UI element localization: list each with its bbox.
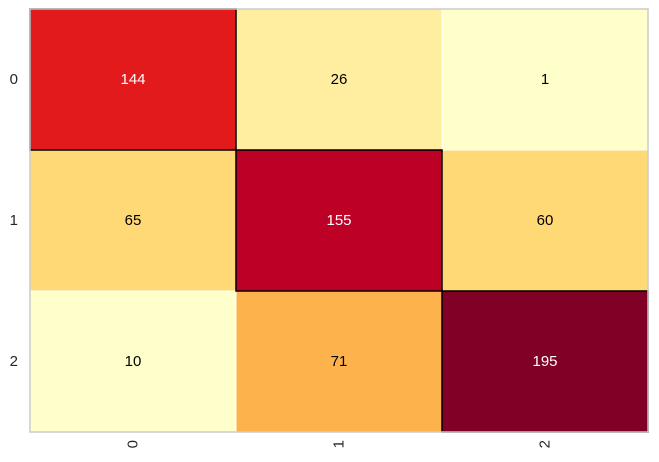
x-tick-label-2: 2 xyxy=(537,440,554,448)
cell-value-0-0: 144 xyxy=(120,71,145,88)
cell-value-labels: 144 26 1 65 155 60 10 71 195 xyxy=(120,71,557,370)
cell-value-1-2: 60 xyxy=(537,212,554,229)
diagonal-outline-1 xyxy=(235,149,443,292)
heatmap-cell-2-0 xyxy=(29,290,237,433)
x-axis-tick-labels: 0 1 2 xyxy=(125,440,554,448)
heatmap-cell-1-2 xyxy=(441,149,649,292)
x-tick-label-0: 0 xyxy=(125,440,142,448)
y-tick-label-1: 1 xyxy=(10,212,18,229)
y-tick-label-2: 2 xyxy=(10,353,18,370)
cell-value-0-2: 1 xyxy=(541,71,549,88)
cell-value-2-1: 71 xyxy=(331,353,348,370)
heatmap-cell-0-0 xyxy=(29,8,237,151)
heatmap-cell-2-1 xyxy=(235,290,443,433)
heatmap-cell-0-1 xyxy=(235,8,443,151)
heatmap-cell-1-0 xyxy=(29,149,237,292)
heatmap-cell-1-1 xyxy=(235,149,443,292)
y-axis-tick-labels: 0 1 2 xyxy=(10,71,18,370)
cell-value-1-1: 155 xyxy=(326,212,351,229)
cell-value-1-0: 65 xyxy=(125,212,142,229)
cell-value-2-2: 195 xyxy=(532,353,557,370)
cell-value-2-0: 10 xyxy=(125,353,142,370)
cell-value-0-1: 26 xyxy=(331,71,348,88)
y-tick-label-0: 0 xyxy=(10,71,18,88)
heatmap-cells xyxy=(29,8,649,433)
x-tick-label-1: 1 xyxy=(331,440,348,448)
plot-frame xyxy=(29,8,649,433)
